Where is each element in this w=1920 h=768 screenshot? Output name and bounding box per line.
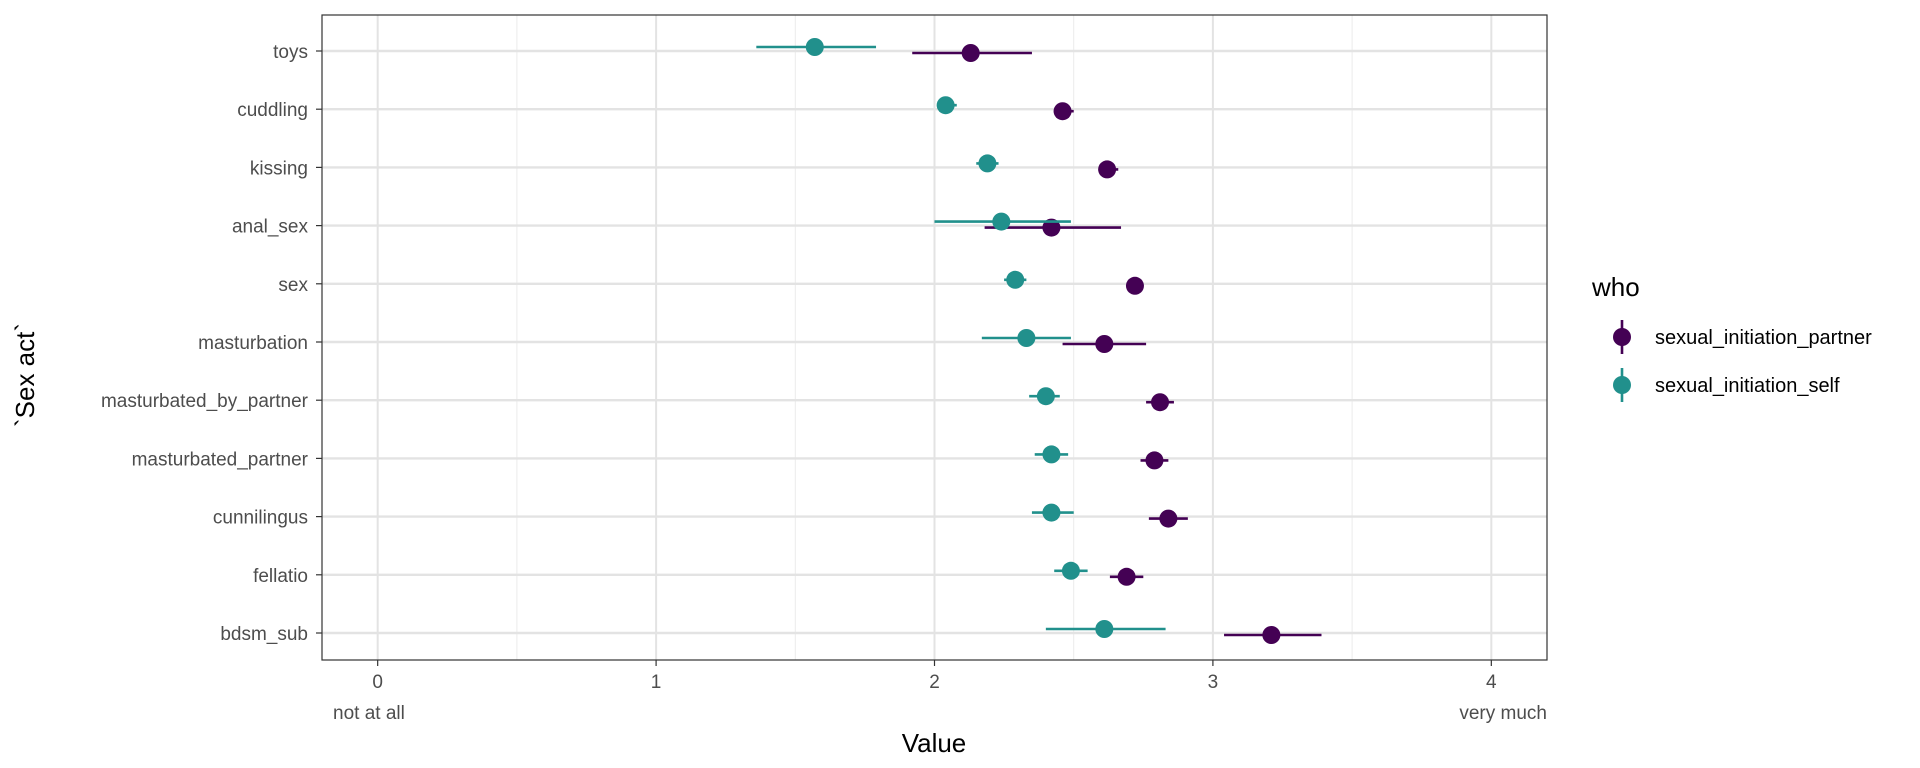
y-tick-label: masturbated_partner: [132, 449, 309, 470]
y-tick-label: masturbated_by_partner: [101, 391, 309, 412]
x-tick-label: 4: [1486, 672, 1497, 693]
data-point: [1117, 567, 1136, 586]
data-point: [936, 96, 955, 115]
data-point: [1006, 270, 1025, 289]
series-sexual_initiation_partner: [912, 44, 1322, 644]
legend-items: sexual_initiation_partner sexual_initiati…: [1613, 320, 1872, 402]
data-point: [1098, 160, 1117, 179]
y-tick-label: fellatio: [253, 566, 308, 587]
y-tick-label: anal_sex: [232, 217, 309, 238]
data-point: [1053, 102, 1072, 121]
data-point: [961, 44, 980, 62]
data-point: [992, 212, 1011, 231]
y-tick-label: sex: [278, 275, 308, 296]
x-tick-label: 1: [651, 672, 662, 693]
grid-lines: [322, 15, 1547, 660]
legend-key-point: [1613, 376, 1631, 394]
y-tick-label: cunnilingus: [213, 508, 308, 529]
data-point: [805, 38, 824, 56]
y-tick-label: kissing: [250, 158, 308, 179]
data-point: [1017, 329, 1036, 347]
data-series: [756, 38, 1322, 644]
x-axis-title: Value: [902, 728, 967, 758]
series-sexual_initiation_self: [756, 38, 1166, 638]
legend-label: sexual_initiation_partner: [1655, 327, 1872, 349]
data-point: [1036, 387, 1055, 406]
data-point: [1042, 503, 1061, 522]
y-tick-label: toys: [273, 42, 308, 63]
data-point: [1125, 276, 1144, 295]
data-point: [1145, 451, 1164, 470]
legend-key-point: [1613, 328, 1631, 346]
y-tick-label: masturbation: [198, 333, 308, 354]
data-point: [1061, 561, 1080, 580]
data-point: [1262, 626, 1281, 644]
legend-label: sexual_initiation_self: [1655, 375, 1840, 397]
y-axis-title: `Sex act`: [10, 323, 40, 427]
x-tick-label: 0: [372, 672, 383, 693]
data-point: [1095, 335, 1114, 353]
data-point: [1159, 509, 1178, 528]
data-point: [1042, 218, 1061, 237]
data-point: [1151, 393, 1170, 412]
legend-title: who: [1591, 272, 1640, 302]
y-tick-label: bdsm_sub: [220, 624, 308, 645]
legend: who sexual_initiation_partnersexual_init…: [1591, 272, 1872, 402]
x-annotation-left: not at all: [333, 703, 405, 724]
data-point: [978, 154, 997, 173]
x-tick-label: 2: [929, 672, 940, 693]
y-tick-label: cuddling: [237, 100, 308, 121]
data-point: [1042, 445, 1061, 464]
x-tick-label: 3: [1208, 672, 1219, 693]
x-annotation-right: very much: [1459, 703, 1547, 724]
data-point: [1095, 620, 1114, 638]
